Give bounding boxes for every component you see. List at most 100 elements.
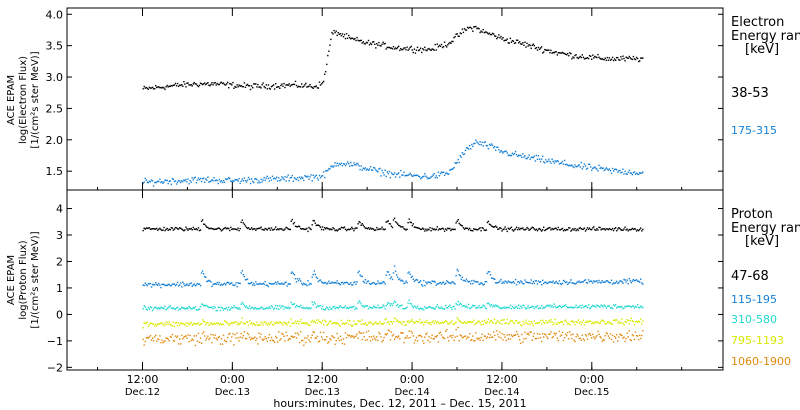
data-point: [513, 42, 516, 45]
data-point: [267, 337, 270, 339]
data-point: [273, 341, 276, 343]
data-point: [602, 167, 604, 169]
data-point: [523, 283, 525, 285]
data-point: [368, 228, 371, 230]
electron-ylabel-line3: [1/(cm²s ster MeV)]: [30, 51, 41, 148]
data-point: [435, 322, 437, 324]
data-point: [380, 282, 382, 284]
data-point: [363, 323, 365, 325]
data-point: [539, 307, 542, 309]
data-point: [442, 337, 445, 339]
data-point: [182, 322, 184, 325]
data-point: [579, 55, 581, 58]
data-point: [310, 283, 312, 285]
data-point: [263, 177, 265, 179]
data-point: [490, 320, 493, 322]
data-point: [404, 337, 406, 339]
data-point: [387, 329, 389, 331]
data-point: [431, 280, 433, 282]
data-point: [301, 282, 303, 285]
data-point: [368, 44, 371, 46]
data-point: [410, 320, 412, 322]
data-point: [475, 228, 477, 231]
data-point: [620, 229, 622, 231]
data-point: [439, 228, 442, 231]
data-point: [382, 228, 384, 230]
data-point: [197, 332, 200, 335]
data-point: [318, 279, 321, 282]
data-point: [190, 339, 192, 342]
data-point: [431, 48, 433, 50]
data-point: [267, 307, 270, 309]
data-point: [602, 281, 604, 283]
data-point: [453, 166, 455, 169]
data-point: [348, 323, 350, 325]
data-point: [352, 335, 354, 338]
data-point: [342, 322, 345, 324]
data-point: [546, 228, 548, 230]
data-point: [604, 229, 606, 231]
data-point: [240, 321, 242, 323]
data-point: [228, 306, 230, 309]
data-point: [448, 42, 450, 45]
data-point: [576, 306, 578, 309]
data-point: [214, 82, 216, 84]
data-point: [177, 322, 180, 324]
data-point: [429, 306, 431, 308]
data-point: [294, 178, 297, 180]
data-point: [568, 338, 570, 340]
data-point: [331, 322, 333, 325]
data-point: [201, 270, 204, 272]
data-point: [294, 306, 297, 308]
data-point: [499, 331, 501, 333]
data-point: [601, 228, 603, 230]
data-point: [625, 173, 627, 175]
data-point: [187, 334, 189, 336]
data-point: [198, 229, 201, 232]
data-point: [562, 163, 565, 165]
data-point: [265, 337, 267, 340]
data-point: [572, 165, 574, 168]
data-point: [358, 220, 360, 223]
data-point: [165, 337, 167, 339]
data-point: [279, 304, 281, 307]
data-point: [509, 304, 512, 307]
data-point: [275, 335, 277, 338]
data-point: [459, 334, 461, 336]
data-point: [423, 279, 425, 282]
data-point: [345, 281, 348, 283]
data-point: [188, 341, 190, 343]
data-point: [180, 84, 182, 87]
data-point: [551, 158, 553, 160]
data-point: [310, 321, 312, 323]
data-point: [634, 331, 637, 333]
data-point: [559, 282, 562, 285]
data-point: [173, 340, 176, 342]
data-point: [463, 153, 466, 155]
data-point: [386, 303, 388, 305]
data-point: [144, 306, 146, 308]
data-point: [282, 333, 284, 335]
data-point: [596, 280, 598, 282]
data-point: [269, 307, 272, 309]
data-point: [196, 309, 199, 311]
data-point: [297, 306, 300, 308]
data-point: [553, 228, 555, 230]
data-point: [453, 282, 455, 284]
data-point: [506, 334, 508, 336]
data-point: [298, 85, 301, 88]
data-point: [240, 303, 242, 305]
data-point: [238, 178, 240, 180]
data-point: [602, 338, 604, 341]
data-point: [462, 227, 465, 229]
data-point: [393, 172, 396, 174]
data-point: [389, 321, 392, 323]
data-point: [296, 332, 299, 334]
data-point: [622, 282, 624, 284]
data-point: [391, 322, 394, 325]
data-point: [604, 335, 606, 337]
data-point: [359, 274, 361, 276]
electron-legend-title-2: Energy range: [731, 29, 800, 44]
data-point: [413, 226, 416, 228]
